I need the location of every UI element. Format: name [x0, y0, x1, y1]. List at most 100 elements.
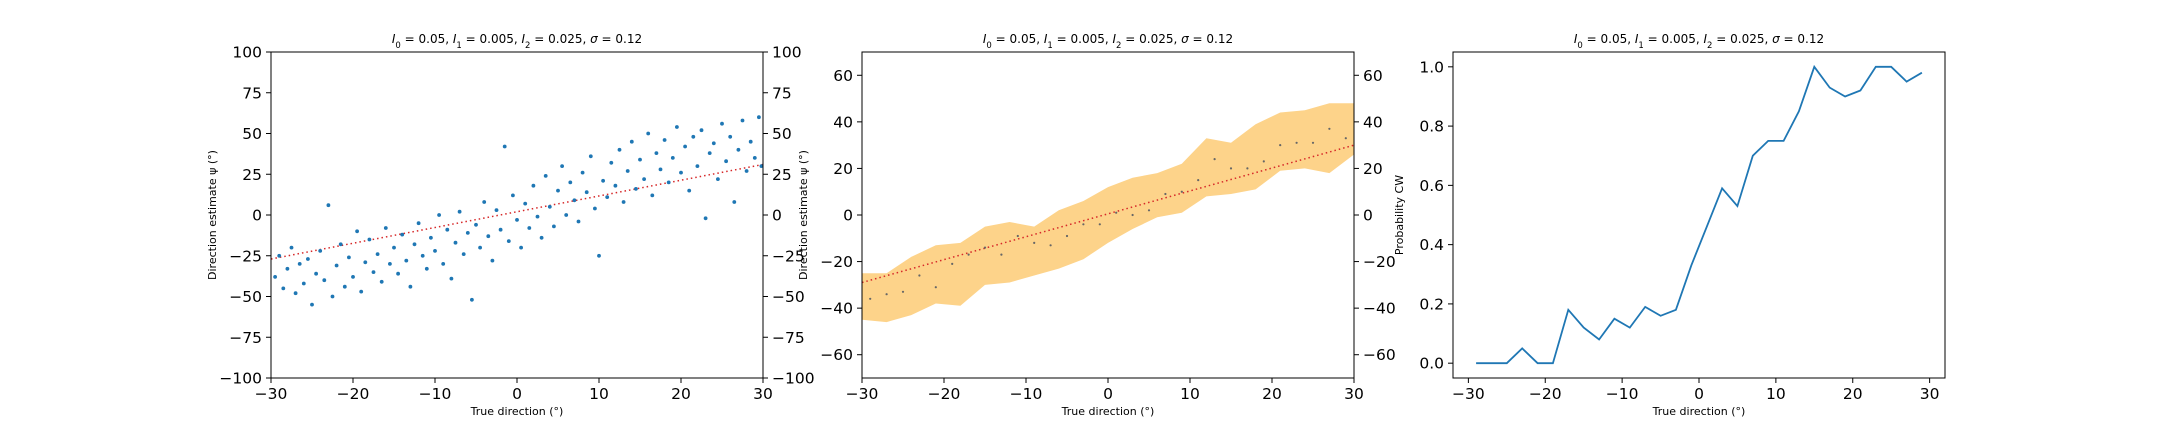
scatter-point — [601, 178, 605, 183]
chart-title: I0 = 0.05, I1 = 0.005, I2 = 0.025, σ = 0… — [392, 32, 642, 51]
title-text: = 0.025, — [1121, 32, 1181, 46]
plot-area — [1476, 64, 1923, 365]
scatter-point — [347, 255, 351, 260]
mean-point — [1246, 167, 1249, 170]
right-y-tick-label: 40 — [1363, 113, 1383, 131]
scatter-point — [593, 206, 597, 211]
title-variable: I — [453, 32, 457, 46]
scatter-point — [388, 262, 392, 266]
scatter-point — [703, 216, 708, 221]
mean-point — [1328, 127, 1331, 130]
scatter-point — [293, 291, 298, 296]
mean-point — [1131, 213, 1134, 217]
y-tick-label: 0.8 — [1419, 118, 1444, 136]
scatter-point — [318, 249, 323, 253]
scatter-point — [355, 229, 359, 234]
x-tick-label: 10 — [589, 385, 609, 403]
x-tick-label: 0 — [1694, 385, 1704, 403]
title-variable: σ — [1772, 32, 1780, 46]
scatter-point — [449, 276, 454, 281]
y-axis-label: Probability CW — [1393, 175, 1406, 255]
x-tick-label: 0 — [512, 385, 522, 403]
scatter-point — [572, 198, 577, 203]
scatter-point — [748, 139, 753, 144]
mean-point — [1197, 179, 1200, 182]
x-tick-label: −10 — [1606, 385, 1639, 403]
plot-area — [270, 115, 764, 307]
scatter-point — [535, 214, 540, 219]
y-axis-label: Direction estimate ψ (°) — [797, 150, 810, 280]
right-y-tick-label: −50 — [772, 288, 805, 306]
scatter-point — [420, 253, 425, 258]
scatter-point — [441, 262, 446, 266]
mean-point — [1180, 190, 1183, 193]
scatter-point — [285, 266, 290, 271]
scatter-point — [396, 271, 400, 276]
scatter-point — [654, 151, 659, 156]
y-tick-label: 0.6 — [1419, 177, 1444, 195]
plot-area — [861, 103, 1355, 323]
scatter-point — [523, 201, 528, 206]
scatter-point — [351, 275, 355, 279]
mean-point — [1279, 144, 1282, 147]
y-tick-label: 75 — [242, 84, 262, 102]
scatter-point — [625, 169, 630, 173]
scatter-point — [379, 279, 384, 284]
scatter-point — [675, 125, 679, 129]
scatter-point — [736, 147, 741, 152]
right-y-tick-label: 25 — [772, 166, 792, 184]
x-tick-label: −10 — [419, 385, 452, 403]
mean-point — [1311, 141, 1315, 144]
scatter-point — [474, 222, 478, 227]
x-tick-label: 10 — [1180, 385, 1200, 403]
scatter-point — [416, 221, 421, 226]
scatter-point — [502, 144, 507, 149]
x-tick-label: −30 — [255, 385, 288, 403]
title-variable: σ — [1181, 32, 1189, 46]
mean-point — [1065, 234, 1069, 238]
scatter-point — [289, 245, 294, 250]
scatter-point — [613, 183, 618, 188]
y-tick-label: −100 — [219, 370, 262, 388]
scatter-point — [670, 156, 675, 160]
scatter-point — [531, 183, 536, 188]
scatter-point — [564, 213, 569, 217]
scatter-point — [498, 227, 503, 232]
y-tick-label: 0.0 — [1419, 355, 1444, 373]
mean-point — [1229, 167, 1233, 170]
right-y-tick-label: 0 — [772, 207, 782, 225]
y-tick-label: −60 — [820, 346, 853, 364]
scatter-point — [281, 286, 286, 291]
title-subscript: 1 — [1047, 41, 1052, 51]
scatter-point — [470, 297, 474, 302]
scatter-point — [728, 134, 733, 139]
scatter-point — [634, 187, 638, 191]
title-variable: I — [1044, 32, 1048, 46]
scatter-point — [584, 190, 589, 195]
scatter-point — [375, 252, 380, 256]
title-variable: σ — [590, 32, 598, 46]
title-variable: I — [983, 32, 987, 46]
scatter-point — [621, 200, 626, 204]
y-tick-label: 0.2 — [1419, 295, 1444, 313]
x-tick-label: −20 — [928, 385, 961, 403]
chart-title: I0 = 0.05, I1 = 0.005, I2 = 0.025, σ = 0… — [983, 32, 1233, 51]
scatter-point — [552, 224, 556, 229]
scatter-point — [429, 235, 433, 240]
scatter-point — [437, 213, 441, 217]
right-y-tick-label: −60 — [1363, 346, 1396, 364]
title-text: = 0.025, — [1712, 32, 1772, 46]
y-tick-label: 100 — [232, 44, 262, 62]
title-text: = 0.005, — [462, 32, 522, 46]
scatter-point — [367, 237, 372, 242]
title-variable: I — [392, 32, 396, 46]
y-axis-label: Direction estimate ψ (°) — [206, 150, 219, 280]
title-text: = 0.005, — [1644, 32, 1704, 46]
mean-point — [967, 253, 970, 256]
y-tick-label: 25 — [242, 166, 262, 184]
scatter-point — [297, 262, 302, 266]
scatter-point — [306, 257, 310, 261]
scatter-point — [519, 245, 523, 250]
x-tick-label: −20 — [337, 385, 370, 403]
mean-point — [1033, 241, 1036, 244]
